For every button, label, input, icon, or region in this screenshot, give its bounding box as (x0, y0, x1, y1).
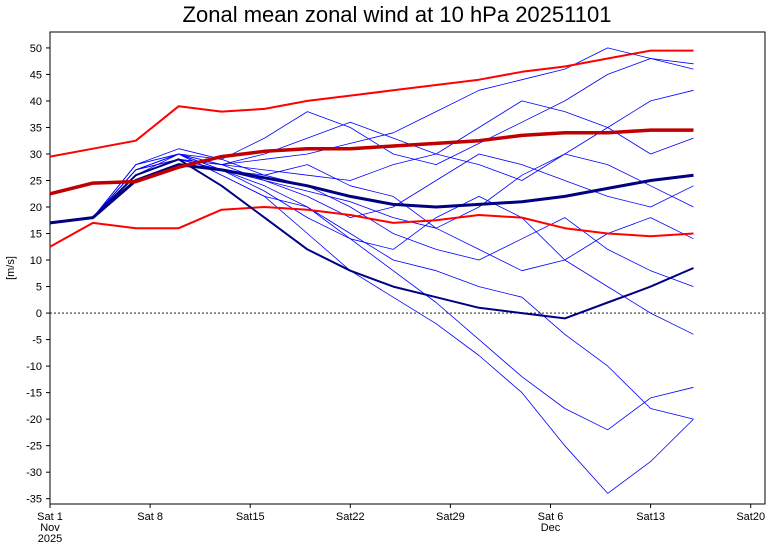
y-tick-label: 35 (30, 122, 42, 134)
chart-title: Zonal mean zonal wind at 10 hPa 20251101 (183, 2, 612, 27)
series-line (49, 47, 694, 224)
y-tick-label: 45 (30, 69, 42, 81)
y-tick-label: -25 (26, 441, 42, 453)
series-line (49, 153, 694, 335)
x-tick-label: Sat29 (436, 511, 465, 523)
y-tick-label: -20 (26, 414, 42, 426)
y-tick-label: 10 (30, 255, 42, 267)
y-tick-label: 50 (30, 43, 42, 55)
x-tick-label: Sat15 (236, 511, 265, 523)
plot-frame (49, 31, 766, 505)
x-tick-sublabel: 2025 (38, 533, 62, 545)
y-tick-label: -10 (26, 361, 42, 373)
series-line (49, 153, 694, 494)
series-line (49, 148, 694, 287)
x-tick-sublabel: Nov (40, 522, 60, 534)
x-tick-label: Sat 8 (137, 511, 163, 523)
x-tick-label: Sat 1 (37, 511, 63, 523)
x-tick-label: Sat22 (336, 511, 365, 523)
series-line (49, 58, 694, 224)
series-line (49, 128, 694, 196)
y-tick-label: 20 (30, 202, 42, 214)
x-tick-label: Sat 6 (538, 511, 564, 523)
y-tick-label: 5 (36, 282, 42, 294)
series-line (49, 153, 694, 229)
y-tick-label: -30 (26, 467, 42, 479)
y-tick-label: 0 (36, 308, 42, 320)
series-line (49, 49, 694, 158)
y-axis-label: [m/s] (5, 256, 17, 280)
x-tick-sublabel: Dec (541, 522, 561, 534)
series-line (49, 158, 694, 320)
y-tick-label: 15 (30, 229, 42, 241)
y-tick-label: 40 (30, 96, 42, 108)
y-tick-label: 30 (30, 149, 42, 161)
y-tick-label: -5 (32, 335, 42, 347)
y-tick-label: -35 (26, 494, 42, 506)
y-tick-label: 25 (30, 175, 42, 187)
series-line (49, 163, 694, 225)
series-line (49, 206, 694, 248)
x-tick-label: Sat13 (636, 511, 665, 523)
series-line (49, 153, 694, 420)
series-line (49, 89, 694, 224)
series-line (49, 153, 694, 224)
y-tick-label: -15 (26, 388, 42, 400)
x-tick-label: Sat20 (736, 511, 765, 523)
